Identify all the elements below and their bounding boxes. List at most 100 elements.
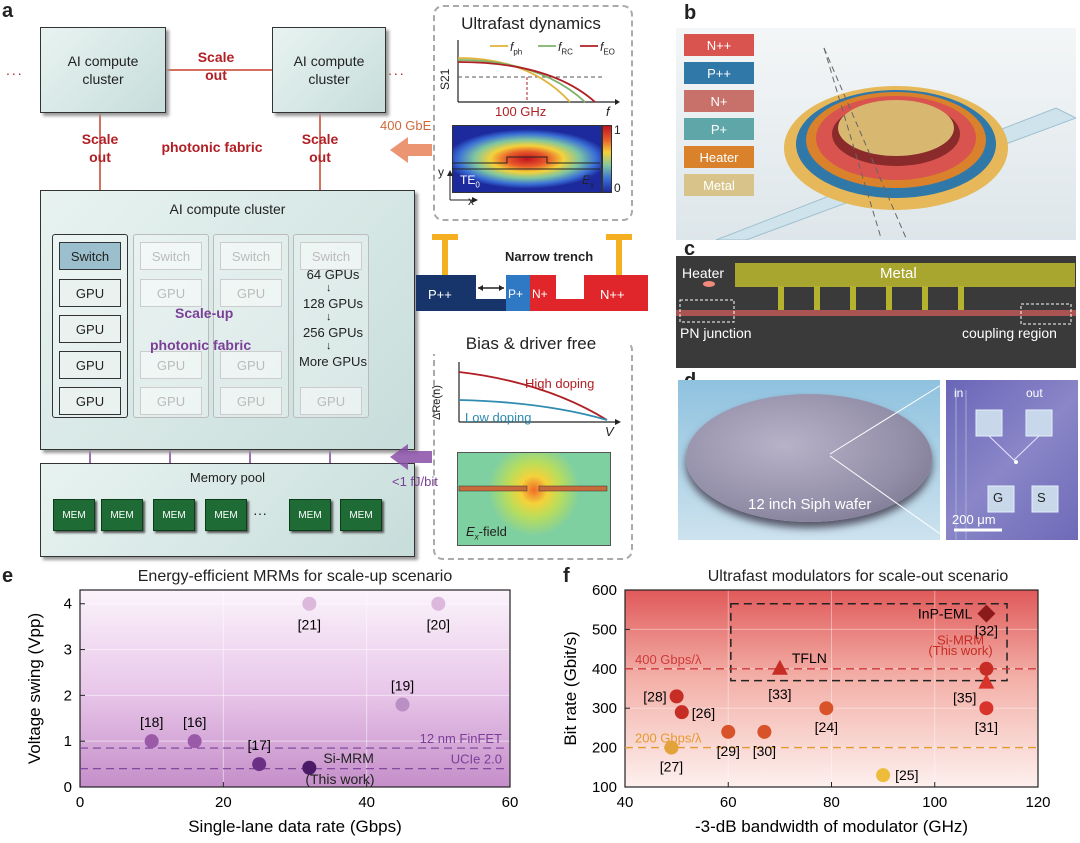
switch-box-2: Switch (140, 242, 202, 270)
colorbar (602, 125, 612, 193)
chart-f-hline-label: 400 Gbps/λ (635, 652, 702, 667)
layer-heater: Heater (684, 146, 754, 168)
layer-ppp: P++ (684, 62, 754, 84)
chart-f-title: Ultrafast modulators for scale-out scena… (707, 568, 1009, 585)
arrow-down-icon-2: ↓ (326, 311, 332, 323)
chart-f-xtick-label: 40 (617, 794, 634, 811)
chart-f-highlight-box (730, 603, 1008, 682)
chart-e-xlabel: Single-lane data rate (Gbps) (188, 817, 402, 836)
memory-pool-title: Memory pool (189, 470, 266, 485)
axis-y-label: y (438, 165, 444, 179)
gpu-box-1: GPU (59, 279, 121, 307)
chart-f-point-label: [25] (895, 767, 918, 783)
ultrafast-title: Ultrafast dynamics (461, 14, 601, 33)
layer-npp: N++ (684, 34, 754, 56)
gpu-count-256: 256 GPUs (303, 325, 363, 340)
chart-e-point (252, 757, 267, 772)
chip-micrograph (946, 380, 1078, 540)
chart-f-ylabel: Bit rate (Gbit/s) (561, 631, 580, 745)
chart-e-point-label: [20] (427, 617, 450, 633)
chart-e-hline-label: UCIe 2.0 (451, 752, 502, 767)
chart-e-ytick-label: 3 (64, 642, 72, 659)
gpu-box-5: GPU (140, 279, 202, 307)
chart-e-point-label: Si-MRM (323, 750, 374, 766)
chart-e-point (302, 760, 317, 775)
scale-up-fabric-label: photonic fabric (150, 337, 252, 353)
mem-chip-4: MEM (205, 499, 247, 531)
chart-f-point-label: [29] (717, 743, 740, 759)
chart-e-xtick-label: 40 (358, 794, 375, 811)
scale-out-label-top: Scale out (197, 49, 235, 83)
chart-f-point-label: [31] (975, 719, 998, 735)
mode-field-map (452, 125, 602, 193)
mem-chip-2: MEM (101, 499, 143, 531)
layer-metal: Metal (684, 174, 754, 196)
chart-f-ytick-label: 100 (592, 779, 617, 796)
chart-f-point (819, 701, 834, 716)
ellipsis-left: ... (6, 62, 24, 78)
doping-ylabel: ΔRe(n) (431, 385, 443, 420)
s21-xlabel: f (606, 104, 610, 119)
chart-e-ytick-label: 1 (64, 733, 72, 750)
chart-f: 40 60 80 100 120 100 200 300 400 500 600 400 Gbps/λ… (561, 582, 1051, 836)
chart-f-point-label: [26] (692, 705, 715, 721)
mem-chip-1: MEM (53, 499, 95, 531)
chart-e-ytick-label: 0 (64, 779, 72, 796)
panel-label-c: c (684, 238, 696, 260)
chart-f-point (664, 740, 679, 755)
chart-f-xtick-label: 80 (823, 794, 840, 811)
arrow-left-purple-icon (390, 444, 432, 470)
photonic-fabric-label: photonic fabric (161, 139, 263, 155)
panel-label-b: b (684, 2, 697, 24)
chart-e-frame (79, 589, 511, 788)
doping-xlabel: V (605, 424, 614, 439)
chart-f-point (876, 768, 891, 783)
scale-out-label-right: Scale out (301, 131, 339, 165)
gpu-box-6: GPU (140, 351, 202, 379)
region-pp: P+ (508, 287, 524, 301)
fj-label: <1 fJ/bit (392, 474, 438, 489)
layer-pp: P+ (684, 118, 754, 140)
in-label: in (954, 386, 964, 400)
chart-f-ytick-label: 600 (592, 582, 617, 599)
low-doping-label: Low doping (465, 410, 532, 425)
chart-e-point (302, 596, 317, 611)
mem-chip-5: MEM (289, 499, 331, 531)
waveguide-outline (452, 156, 600, 170)
chart-e-point (187, 734, 202, 749)
chart-e-point-label: [21] (298, 617, 321, 633)
chart-e-point-label: [16] (183, 714, 206, 730)
chart-f-point (674, 705, 689, 720)
arrow-left-orange-icon (390, 137, 432, 163)
chart-f-tfln-ref: [33] (768, 686, 791, 702)
chart-e-ytick-label: 2 (64, 687, 72, 704)
chart-e-point-label: [19] (391, 678, 414, 694)
gpu-box-3: GPU (59, 351, 121, 379)
chart-e-point-label2: (This work) (305, 771, 374, 787)
gpu-box-8: GPU (220, 279, 282, 307)
zoom-lines (829, 381, 947, 539)
switch-box-3: Switch (220, 242, 282, 270)
chart-f-hline-label: 200 Gbps/λ (635, 731, 702, 746)
chart-f-xtick-label: 120 (1025, 794, 1050, 811)
big-cluster-title: AI compute cluster (169, 201, 286, 217)
ex-field-map (457, 452, 611, 546)
mem-chip-6: MEM (340, 499, 382, 531)
chart-f-ytick-label: 400 (592, 661, 617, 678)
gpu-box-9: GPU (220, 351, 282, 379)
chart-e-ylabel: Voltage swing (Vpp) (25, 613, 44, 764)
chart-e-xtick-label: 20 (215, 794, 232, 811)
gpu-box-10: GPU (220, 387, 282, 415)
chart-e-point-label: [17] (247, 737, 270, 753)
out-label: out (1026, 386, 1043, 400)
chart-f-point-label: [28] (643, 688, 666, 704)
metal-label: Metal (880, 265, 917, 282)
legend-fph: fph (510, 40, 523, 57)
layer-np: N+ (684, 90, 754, 112)
device-render (715, 47, 1076, 240)
cluster-top-left-label: AI compute cluster (67, 53, 139, 87)
chart-f-point (978, 673, 995, 689)
mem-chip-3: MEM (153, 499, 195, 531)
gpu-count-64: 64 GPUs (306, 267, 360, 282)
gpu-count-128: 128 GPUs (303, 296, 363, 311)
